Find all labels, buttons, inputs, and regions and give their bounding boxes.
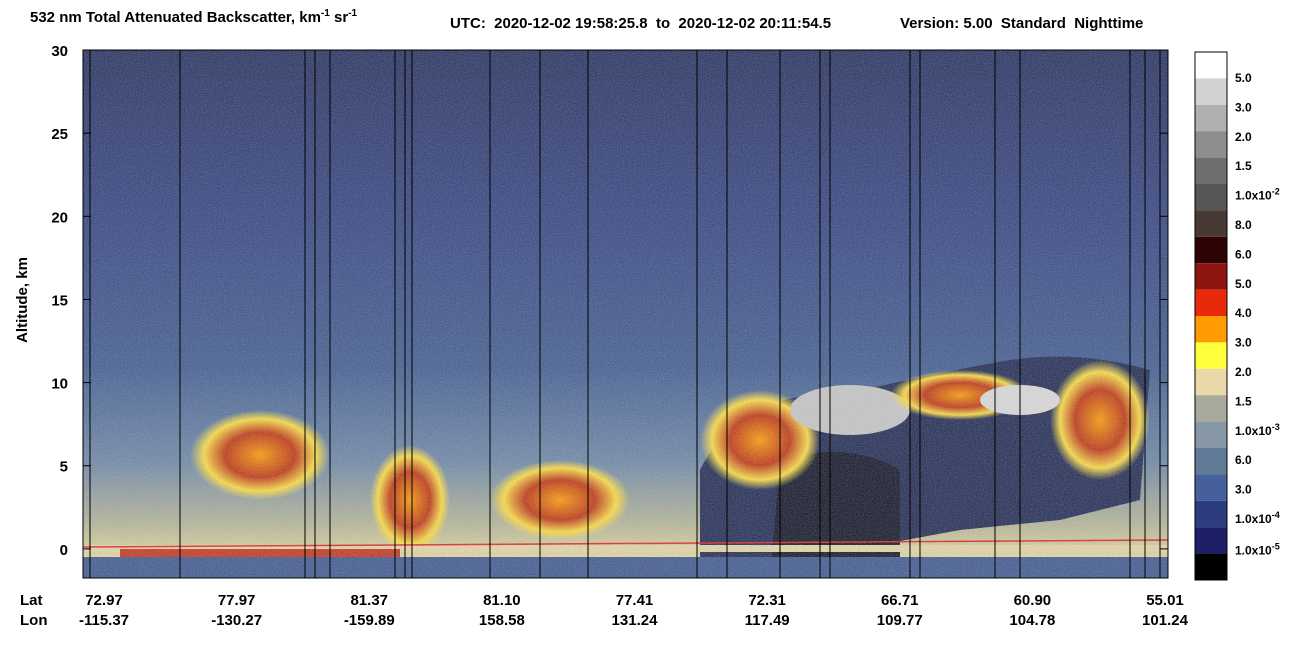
colorbar-label: 2.0 xyxy=(1235,130,1252,144)
colorbar-swatch xyxy=(1195,395,1227,422)
lon-value: 158.58 xyxy=(479,612,525,629)
title-sup: -1 xyxy=(348,8,357,19)
version: Version: 5.00 Standard Nighttime xyxy=(900,15,1143,32)
lat-value: 72.31 xyxy=(748,592,786,609)
colorbar-label: 5.0 xyxy=(1235,277,1252,291)
colorbar-label: 6.0 xyxy=(1235,453,1252,467)
y-tick-label: 30 xyxy=(51,43,68,60)
lon-label: Lon xyxy=(20,612,48,629)
lat-value: 55.01 xyxy=(1146,592,1184,609)
colorbar-label: 1.5 xyxy=(1235,394,1252,408)
colorbar-label-exp: -4 xyxy=(1272,510,1280,520)
colorbar-label: 3.0 xyxy=(1235,336,1252,350)
chart-title: 532 nm Total Attenuated Backscatter, km-… xyxy=(30,8,358,26)
colorbar-swatch xyxy=(1195,289,1227,316)
colorbar-swatch xyxy=(1195,52,1227,79)
title-text: 532 nm Total Attenuated Backscatter, km xyxy=(30,9,321,26)
lon-value: 104.78 xyxy=(1009,612,1055,629)
colorbar-label-exp: -5 xyxy=(1272,541,1280,551)
lon-value: 117.49 xyxy=(745,612,790,629)
colorbar-swatch xyxy=(1195,553,1227,580)
colorbar-label: 2.0 xyxy=(1235,365,1252,379)
colorbar-swatch xyxy=(1195,210,1227,237)
plot-frame xyxy=(82,49,1169,579)
colorbar-swatch xyxy=(1195,342,1227,369)
colorbar-swatch xyxy=(1195,316,1227,343)
colorbar-swatch xyxy=(1195,368,1227,396)
colorbar-swatch xyxy=(1195,236,1227,264)
colorbar-label: 3.0 xyxy=(1235,483,1252,497)
colorbar-label: 3.0 xyxy=(1235,100,1252,114)
colorbar-label-base: 1.0x10 xyxy=(1235,424,1272,438)
colorbar-label: 1.0x10-3 xyxy=(1235,422,1280,438)
colorbar-frame xyxy=(1194,51,1228,581)
colorbar-swatch xyxy=(1195,448,1227,475)
y-tick-label: 0 xyxy=(60,542,68,559)
lon-value: 101.24 xyxy=(1142,612,1189,629)
utc-range: UTC: 2020-12-02 19:58:25.8 to 2020-12-02… xyxy=(450,15,831,32)
lon-value: -159.89 xyxy=(344,612,395,629)
y-tick-label: 5 xyxy=(60,459,68,476)
title-sup: -1 xyxy=(321,8,330,19)
curtain xyxy=(83,50,1168,578)
title-text: sr xyxy=(330,9,349,26)
lon-value: 131.24 xyxy=(612,612,659,629)
colorbar-label: 4.0 xyxy=(1235,306,1252,320)
colorbar-label: 1.0x10-5 xyxy=(1235,541,1280,557)
y-tick-label: 20 xyxy=(51,209,68,226)
colorbar-label: 8.0 xyxy=(1235,218,1252,232)
y-axis-label: Altitude, km xyxy=(14,257,31,343)
colorbar-label-exp: -3 xyxy=(1272,422,1280,432)
colorbar-swatch xyxy=(1195,263,1227,290)
colorbar-swatch xyxy=(1195,421,1227,448)
lon-value: -115.37 xyxy=(79,612,129,629)
lat-label: Lat xyxy=(20,592,43,609)
colorbar-swatch xyxy=(1195,527,1227,554)
colorbar-label: 1.0x10-4 xyxy=(1235,510,1280,526)
lat-value: 81.10 xyxy=(483,592,521,609)
colorbar-label: 1.0x10-2 xyxy=(1235,187,1280,203)
lon-value: -130.27 xyxy=(211,612,262,629)
lat-value: 81.37 xyxy=(350,592,388,609)
y-tick-label: 25 xyxy=(51,126,68,143)
colorbar-label: 6.0 xyxy=(1235,247,1252,261)
colorbar-swatch xyxy=(1195,184,1227,211)
colorbar-label-exp: -2 xyxy=(1272,187,1280,197)
lon-value: 109.77 xyxy=(877,612,923,629)
colorbar-swatch xyxy=(1195,78,1227,105)
colorbar-swatch xyxy=(1195,131,1227,158)
colorbar-swatch xyxy=(1195,500,1227,528)
lat-value: 77.97 xyxy=(218,592,256,609)
colorbar-swatch xyxy=(1195,474,1227,501)
lat-value: 77.41 xyxy=(616,592,654,609)
colorbar-label-base: 1.0x10 xyxy=(1235,512,1272,526)
colorbar-label: 1.5 xyxy=(1235,159,1252,173)
colorbar-label-base: 1.0x10 xyxy=(1235,189,1272,203)
lat-value: 72.97 xyxy=(85,592,123,609)
lat-value: 60.90 xyxy=(1014,592,1052,609)
colorbar-label: 5.0 xyxy=(1235,71,1252,85)
y-tick-label: 15 xyxy=(51,292,68,309)
lat-value: 66.71 xyxy=(881,592,919,609)
y-tick-label: 10 xyxy=(51,376,68,393)
colorbar-label-base: 1.0x10 xyxy=(1235,543,1272,557)
colorbar-swatch xyxy=(1195,157,1227,184)
colorbar-swatch xyxy=(1195,104,1227,132)
